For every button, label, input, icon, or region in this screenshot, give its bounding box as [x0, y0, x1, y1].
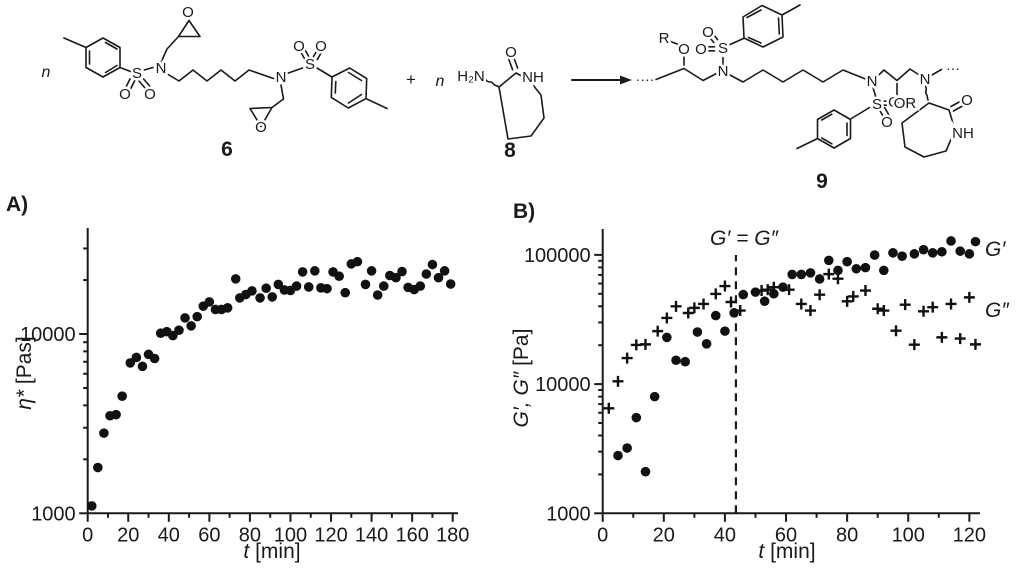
plot-a-canvas: 0 20 40 60 80 100 120 140 160 180 1000 10000 [20, 228, 469, 546]
svg-text:80: 80 [239, 524, 261, 546]
svg-text:60: 60 [198, 524, 220, 546]
oxygen-icon: O [881, 114, 893, 131]
oxygen-icon: O [678, 41, 690, 58]
svg-text:0: 0 [82, 524, 93, 546]
svg-text:120: 120 [953, 524, 986, 546]
oxygen-icon: O [695, 41, 707, 58]
panel-a-tag: A) [6, 193, 29, 216]
svg-text:180: 180 [436, 524, 469, 546]
svg-text:60: 60 [775, 524, 797, 546]
plot-a-xlabel: t [min] [192, 540, 352, 564]
nitrogen-icon: N [920, 71, 931, 88]
r-group-label: R [659, 30, 670, 47]
oxygen-icon: O [315, 38, 327, 55]
svg-text:0: 0 [597, 524, 608, 546]
sulfur-icon: S [132, 65, 142, 82]
gel-point-annotation: G′ = G″ [710, 227, 778, 250]
oxygen-icon: O [182, 4, 194, 21]
compound-6-bonds [63, 19, 388, 128]
oxygen-icon: O [293, 38, 305, 55]
plot-b-ylabel-unit: [Pa] [510, 328, 533, 372]
nitrogen-icon: N [276, 69, 287, 86]
oxygen-icon: O [119, 86, 131, 103]
svg-text:20: 20 [117, 524, 139, 546]
moduli-symbols: G′, G″ [510, 371, 533, 428]
svg-text:10000: 10000 [20, 324, 76, 346]
svg-text:1000: 1000 [546, 503, 591, 525]
polymer-continuation-dots: ··· [946, 60, 960, 76]
compound-9-number: 9 [816, 170, 828, 193]
compound-8-bonds [484, 56, 545, 140]
amide-nh-label: NH [522, 69, 544, 86]
svg-text:80: 80 [836, 524, 858, 546]
compound-9-bonds [655, 4, 964, 158]
svg-text:140: 140 [355, 524, 388, 546]
amide-nh-label: NH [952, 125, 974, 142]
svg-text:120: 120 [314, 524, 347, 546]
plot-b-ylabel: G′, G″ [Pa] [510, 298, 534, 458]
compound-6-number: 6 [221, 138, 233, 161]
n-left-label: n [42, 64, 51, 81]
plot-a-ylabel: η* [Pas] [13, 293, 37, 453]
svg-text:100000: 100000 [524, 245, 591, 267]
oxygen-icon: O [144, 86, 156, 103]
svg-text:100: 100 [892, 524, 925, 546]
svg-text:10000: 10000 [535, 374, 591, 396]
oxygen-icon: O [888, 94, 900, 111]
svg-text:40: 40 [714, 524, 736, 546]
time-symbol: t [243, 540, 250, 563]
svg-text:40: 40 [158, 524, 180, 546]
panel-b-tag: B) [513, 200, 536, 223]
plot-b-canvas: 0 20 40 60 80 100 120 1000 10000 100000 [524, 229, 986, 546]
reaction-scheme: n S O O N O N S O O O 6 + n H₂N O NH 8 ·… [39, 2, 976, 194]
svg-text:100: 100 [274, 524, 307, 546]
svg-text:160: 160 [395, 524, 428, 546]
nitrogen-icon: N [867, 73, 878, 90]
amine-group-label: H₂N [457, 68, 485, 85]
sulfur-icon: S [305, 56, 315, 73]
nitrogen-icon: N [156, 60, 167, 77]
sulfur-icon: S [718, 40, 728, 57]
legend-g-prime: G′ [985, 238, 1006, 261]
compound-8-number: 8 [504, 139, 516, 162]
legend-g-double-prime: G″ [985, 299, 1009, 322]
plot-b-xlabel: t [min] [707, 540, 867, 564]
reaction-arrow [571, 75, 632, 85]
plot-a-xlabel-unit: [min] [249, 540, 301, 563]
plot-b-xlabel-unit: [min] [764, 540, 816, 563]
or-group-label: OR [894, 95, 917, 112]
time-symbol: t [758, 540, 765, 563]
n-mid-label: n [436, 73, 445, 90]
plus-sign: + [406, 70, 416, 89]
svg-text:20: 20 [653, 524, 675, 546]
eta-symbol: η* [13, 389, 36, 410]
sulfur-icon: S [872, 96, 882, 113]
oxygen-icon: O [255, 119, 267, 136]
plot-a-ylabel-unit: [Pas] [13, 336, 36, 390]
oxygen-icon: O [961, 92, 973, 109]
svg-text:1000: 1000 [31, 503, 76, 525]
nitrogen-icon: N [718, 63, 729, 80]
polymer-continuation-dots: ···· [636, 71, 655, 87]
oxygen-icon: O [505, 44, 517, 61]
oxygen-icon: O [702, 24, 714, 41]
